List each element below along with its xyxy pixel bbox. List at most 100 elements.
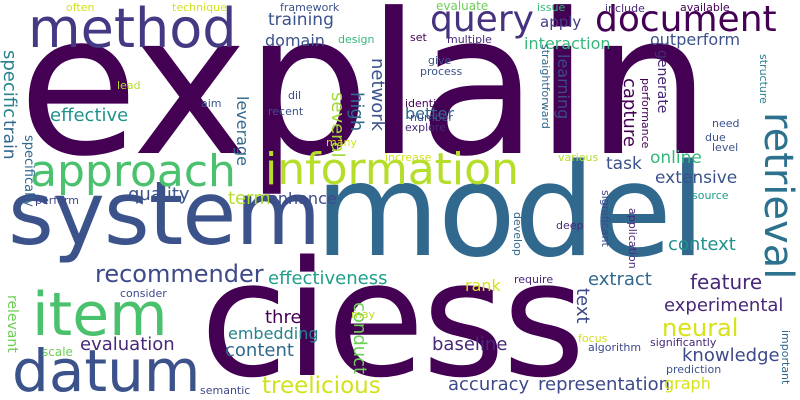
word-consider: consider — [120, 287, 167, 300]
word-need: need — [712, 117, 740, 130]
word-online: online — [650, 148, 702, 168]
word-graph: graph — [664, 374, 711, 393]
word-available: available — [680, 1, 730, 14]
word-focus: focus — [578, 332, 608, 345]
word-may: may — [351, 308, 375, 321]
word-feature: feature — [690, 270, 763, 294]
word-scale: scale — [42, 345, 73, 359]
word-significant: significant — [599, 190, 612, 247]
word-quality: quality — [128, 184, 190, 205]
word-several: several — [327, 92, 348, 158]
word-knowledge: knowledge — [682, 345, 780, 366]
word-significantly: significantly — [650, 336, 717, 349]
word-content: content — [225, 340, 294, 361]
word-query: query — [430, 0, 534, 40]
word-lead: lead — [117, 79, 141, 92]
word-straightforward: straightforward — [539, 44, 552, 129]
word-explore: explore — [405, 121, 446, 134]
word-train: train — [0, 120, 19, 160]
word-source: source — [692, 189, 729, 202]
word-apply: apply — [540, 13, 582, 31]
word-application: application — [626, 208, 639, 269]
word-task: task — [606, 154, 642, 174]
word-capture: capture — [619, 78, 640, 147]
word-identify: identify — [405, 97, 447, 110]
word-give: give — [428, 54, 452, 67]
word-information: information — [265, 144, 519, 195]
word-algorithm: algorithm — [588, 341, 642, 354]
word-require: require — [514, 273, 554, 286]
word-prediction: prediction — [666, 363, 722, 376]
word-enhance: enhance — [268, 189, 337, 208]
word-specific: specific — [0, 50, 20, 119]
word-develop: develop — [511, 212, 524, 256]
word-dil: dil — [288, 89, 302, 102]
word-baseline: baseline — [432, 334, 508, 355]
word-experimental: experimental — [664, 295, 784, 316]
word-high: high — [346, 92, 367, 132]
word-better: better — [405, 104, 454, 123]
word-approach: approach — [30, 146, 236, 197]
word-rank: rank — [465, 276, 501, 295]
word-term: term — [228, 188, 271, 209]
word-embedding: embedding — [228, 324, 319, 343]
word-framework: framework — [280, 1, 340, 14]
word-model: model — [315, 137, 706, 286]
word-interaction: interaction — [524, 34, 611, 53]
word-leverage: leverage — [233, 96, 252, 166]
word-specifically: specifically — [21, 135, 36, 208]
word-generate: generate — [654, 50, 670, 114]
word-multiple: multiple — [447, 33, 492, 46]
word-perform: perform — [35, 194, 79, 207]
word-structure: structure — [757, 54, 770, 104]
word-recent: recent — [268, 105, 304, 118]
word-evaluate: evaluate — [436, 0, 489, 13]
word-representation: representation — [538, 374, 671, 395]
word-set: set — [410, 31, 427, 44]
word-often: often — [66, 1, 95, 14]
word-various: various — [558, 151, 599, 164]
word-treelicious: treelicious — [262, 373, 381, 399]
word-extract: extract — [588, 269, 652, 290]
word-technique: technique — [172, 1, 227, 14]
word-system: system — [8, 162, 321, 265]
word-extensive: extensive — [655, 168, 738, 188]
word-effective: effective — [50, 105, 129, 126]
word-due: due — [705, 131, 726, 144]
word-process: process — [420, 65, 463, 78]
word-effectiveness: effectiveness — [268, 268, 388, 289]
word-relevant: relevant — [4, 295, 20, 353]
word-performance: performance — [639, 78, 652, 149]
word-accuracy: accuracy — [448, 374, 530, 395]
word-level: level — [712, 141, 739, 154]
word-number: number — [410, 111, 453, 124]
word-network: network — [367, 58, 388, 132]
word-important: important — [779, 330, 792, 385]
word-conduct: conduct — [349, 302, 370, 375]
word-semantic: semantic — [200, 384, 251, 397]
word-recommender: recommender — [95, 260, 264, 288]
word-evaluation: evaluation — [80, 334, 175, 355]
word-aim: aim — [201, 97, 222, 110]
word-domain: domain — [265, 31, 325, 50]
word-item: item — [32, 280, 168, 350]
word-many: many — [326, 136, 357, 149]
word-increase: increase — [385, 151, 432, 164]
word-issue: issue — [537, 1, 566, 14]
word-method: method — [28, 0, 237, 60]
word-document: document — [595, 0, 777, 40]
word-include: include — [605, 2, 645, 15]
word-retrieval: retrieval — [755, 112, 800, 280]
word-training: training — [268, 10, 334, 30]
word-ciess: ciess — [200, 226, 586, 400]
word-neural: neural — [662, 314, 739, 342]
word-three: three — [265, 307, 313, 328]
word-learning: learning — [554, 54, 573, 120]
word-explain: explain — [18, 0, 711, 200]
word-deep: deep — [556, 219, 584, 232]
word-datum: datum — [12, 337, 201, 400]
word-context: context — [668, 234, 736, 255]
word-outperform: outperform — [650, 30, 741, 49]
word-design: design — [338, 33, 375, 46]
